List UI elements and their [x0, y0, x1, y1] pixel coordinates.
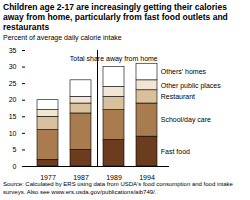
- svg-text:10: 10: [9, 130, 17, 137]
- svg-text:15: 15: [9, 113, 17, 120]
- svg-text:1989: 1989: [106, 174, 122, 180]
- svg-text:25: 25: [9, 80, 17, 87]
- svg-text:1994: 1994: [139, 174, 155, 180]
- html-text:Source: Calculated by ERS usin: Source: Calculated by ERS using data fro…: [3, 181, 233, 195]
- svg-text:30: 30: [9, 63, 17, 70]
- svg-text:0: 0: [13, 163, 17, 170]
- svg-text:Fast food: Fast food: [161, 148, 190, 155]
- svg-text:School/day care: School/day care: [161, 116, 211, 124]
- svg-text:1977: 1977: [40, 174, 56, 180]
- html-text:Percent of average daily calor: Percent of average daily calorie intake: [3, 34, 122, 41]
- svg-text:Total share away from home: Total share away from home: [70, 55, 158, 63]
- svg-text:20: 20: [9, 96, 17, 103]
- svg-text:1987: 1987: [73, 174, 89, 180]
- svg-text:35: 35: [9, 47, 17, 54]
- html-text:Children age 2-17 are increasi: Children age 2-17 are increasingly getti…: [3, 2, 228, 32]
- svg-text:Others' homes: Others' homes: [161, 68, 207, 75]
- svg-text:5: 5: [13, 146, 17, 153]
- svg-text:Restaurant: Restaurant: [161, 93, 195, 100]
- svg-text:Other public places: Other public places: [161, 82, 221, 90]
